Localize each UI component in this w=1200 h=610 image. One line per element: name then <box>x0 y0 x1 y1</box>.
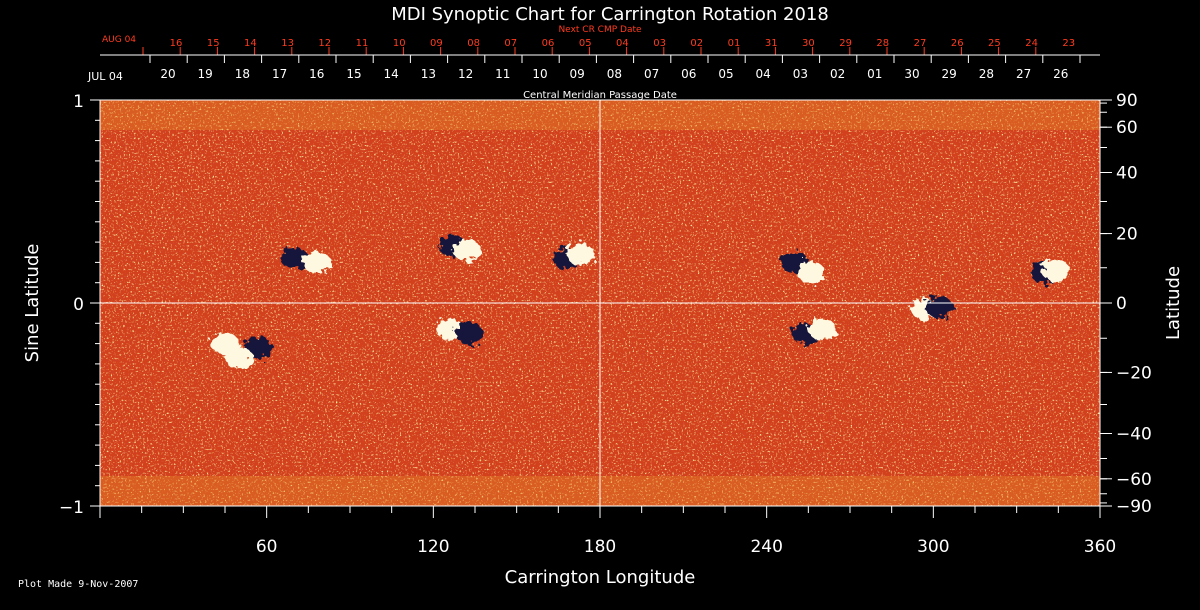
cmp-day-label: 06 <box>681 67 696 81</box>
x-axis: 60 120 180 240 300 360 <box>99 506 1116 557</box>
next-cr-day-label: 24 <box>1025 38 1038 49</box>
next-cr-day-label: 25 <box>988 38 1001 49</box>
y-right-tick-label: −90 <box>1116 497 1152 517</box>
cmp-day-label: 27 <box>1016 67 1031 81</box>
next-cr-day-label: 14 <box>244 38 257 49</box>
next-cr-day-label: 27 <box>914 38 927 49</box>
cmp-day-label: 26 <box>1053 67 1068 81</box>
cmp-day-label: 01 <box>867 67 882 81</box>
next-cr-day-label: 06 <box>542 38 555 49</box>
y-left-tick-label: 1 <box>73 92 84 112</box>
next-cr-day-label: 26 <box>951 38 964 49</box>
next-cr-day-label: 28 <box>876 38 889 49</box>
cmp-start-label: JUL 04 <box>87 70 123 83</box>
y-right-tick-label: −60 <box>1116 470 1152 490</box>
cmp-day-label: 28 <box>979 67 994 81</box>
cmp-day-label: 11 <box>495 67 510 81</box>
next-cr-day-label: 31 <box>765 38 778 49</box>
next-cr-day-label: 11 <box>356 38 369 49</box>
active-region-negative <box>924 296 953 319</box>
next-cr-day-label: 05 <box>579 38 592 49</box>
next-cr-start-label: AUG 04 <box>102 35 136 45</box>
next-cr-day-label: 23 <box>1062 38 1075 49</box>
next-cr-day-label: 03 <box>653 38 666 49</box>
y-left-tick-label: −1 <box>59 498 84 518</box>
y-left-tick-label: 0 <box>73 295 84 315</box>
next-cr-day-label: 30 <box>802 38 815 49</box>
next-cr-axis: 16 15 14 13 12 11 10 09 08 07 06 05 04 03 02 01 31 30 29 28… <box>142 38 1075 55</box>
next-cr-day-label: 16 <box>170 38 183 49</box>
cmp-day-label: 14 <box>384 67 399 81</box>
y-right-tick-label: 0 <box>1116 294 1127 314</box>
y-axis-right: 90 60 40 20 0 −20 −40 −60 −90 <box>1100 91 1152 517</box>
active-region-positive <box>808 318 837 341</box>
x-tick-label: 240 <box>750 537 782 557</box>
cmp-day-label: 09 <box>570 67 585 81</box>
chart-title: MDI Synoptic Chart for Carrington Rotati… <box>391 4 829 25</box>
cmp-day-label: 04 <box>756 67 771 81</box>
cmp-day-label: 20 <box>160 67 175 81</box>
cmp-day-label: 19 <box>198 67 213 81</box>
cmp-day-label: 05 <box>718 67 733 81</box>
x-tick-label: 360 <box>1084 537 1116 557</box>
next-cr-day-label: 12 <box>318 38 331 49</box>
x-tick-label: 120 <box>417 537 449 557</box>
active-region-positive <box>797 261 826 284</box>
cmp-axis: 20 19 18 17 16 15 14 13 12 11 10 09 08 07 06 05 04 03 02 01… <box>100 54 1100 81</box>
cmp-day-label: 15 <box>346 67 361 81</box>
plot-made-footer: Plot Made 9-Nov-2007 <box>18 579 139 590</box>
y-right-tick-label: −20 <box>1116 363 1152 383</box>
next-cr-day-label: 07 <box>504 38 517 49</box>
next-cr-day-label: 04 <box>616 38 629 49</box>
next-cr-day-label: 01 <box>728 38 741 49</box>
x-tick-label: 60 <box>256 537 278 557</box>
cmp-day-label: 30 <box>904 67 919 81</box>
cmp-day-label: 29 <box>942 67 957 81</box>
active-region-negative <box>280 247 309 270</box>
active-region-positive <box>452 239 481 262</box>
y-right-tick-label: 90 <box>1116 91 1138 111</box>
cmp-day-label: 17 <box>272 67 287 81</box>
y-axis-left-label: Sine Latitude <box>22 244 43 363</box>
next-cr-day-label: 13 <box>281 38 294 49</box>
cmp-day-label: 18 <box>235 67 250 81</box>
next-cr-day-label: 29 <box>839 38 852 49</box>
cmp-day-label: 16 <box>309 67 324 81</box>
x-tick-label: 180 <box>584 537 616 557</box>
cmp-day-label: 07 <box>644 67 659 81</box>
next-cr-axis-label: Next CR CMP Date <box>558 25 642 35</box>
next-cr-day-label: 15 <box>207 38 220 49</box>
cmp-day-label: 10 <box>532 67 547 81</box>
next-cr-day-label: 09 <box>430 38 443 49</box>
y-right-tick-label: 40 <box>1116 164 1138 184</box>
cmp-day-label: 12 <box>458 67 473 81</box>
next-cr-day-label: 02 <box>690 38 703 49</box>
y-right-tick-label: 60 <box>1116 118 1138 138</box>
cmp-axis-label: Central Meridian Passage Date <box>523 90 677 101</box>
active-region-positive <box>1041 259 1070 282</box>
active-region-positive <box>566 243 595 266</box>
cmp-day-label: 08 <box>607 67 622 81</box>
cmp-day-label: 03 <box>793 67 808 81</box>
active-region-negative <box>455 322 484 345</box>
active-region-positive <box>302 251 331 274</box>
next-cr-day-label: 08 <box>467 38 480 49</box>
y-right-tick-label: 20 <box>1116 225 1138 245</box>
active-regions <box>211 235 1070 369</box>
next-cr-day-label: 10 <box>393 38 406 49</box>
y-axis-right-label: Latitude <box>1163 266 1184 340</box>
x-tick-label: 300 <box>917 537 949 557</box>
cmp-day-label: 13 <box>421 67 436 81</box>
cmp-day-label: 02 <box>830 67 845 81</box>
y-right-tick-label: −40 <box>1116 424 1152 444</box>
x-axis-label: Carrington Longitude <box>505 567 696 588</box>
active-region-positive <box>224 346 253 369</box>
y-axis-left: 1 0 −1 <box>59 92 100 518</box>
